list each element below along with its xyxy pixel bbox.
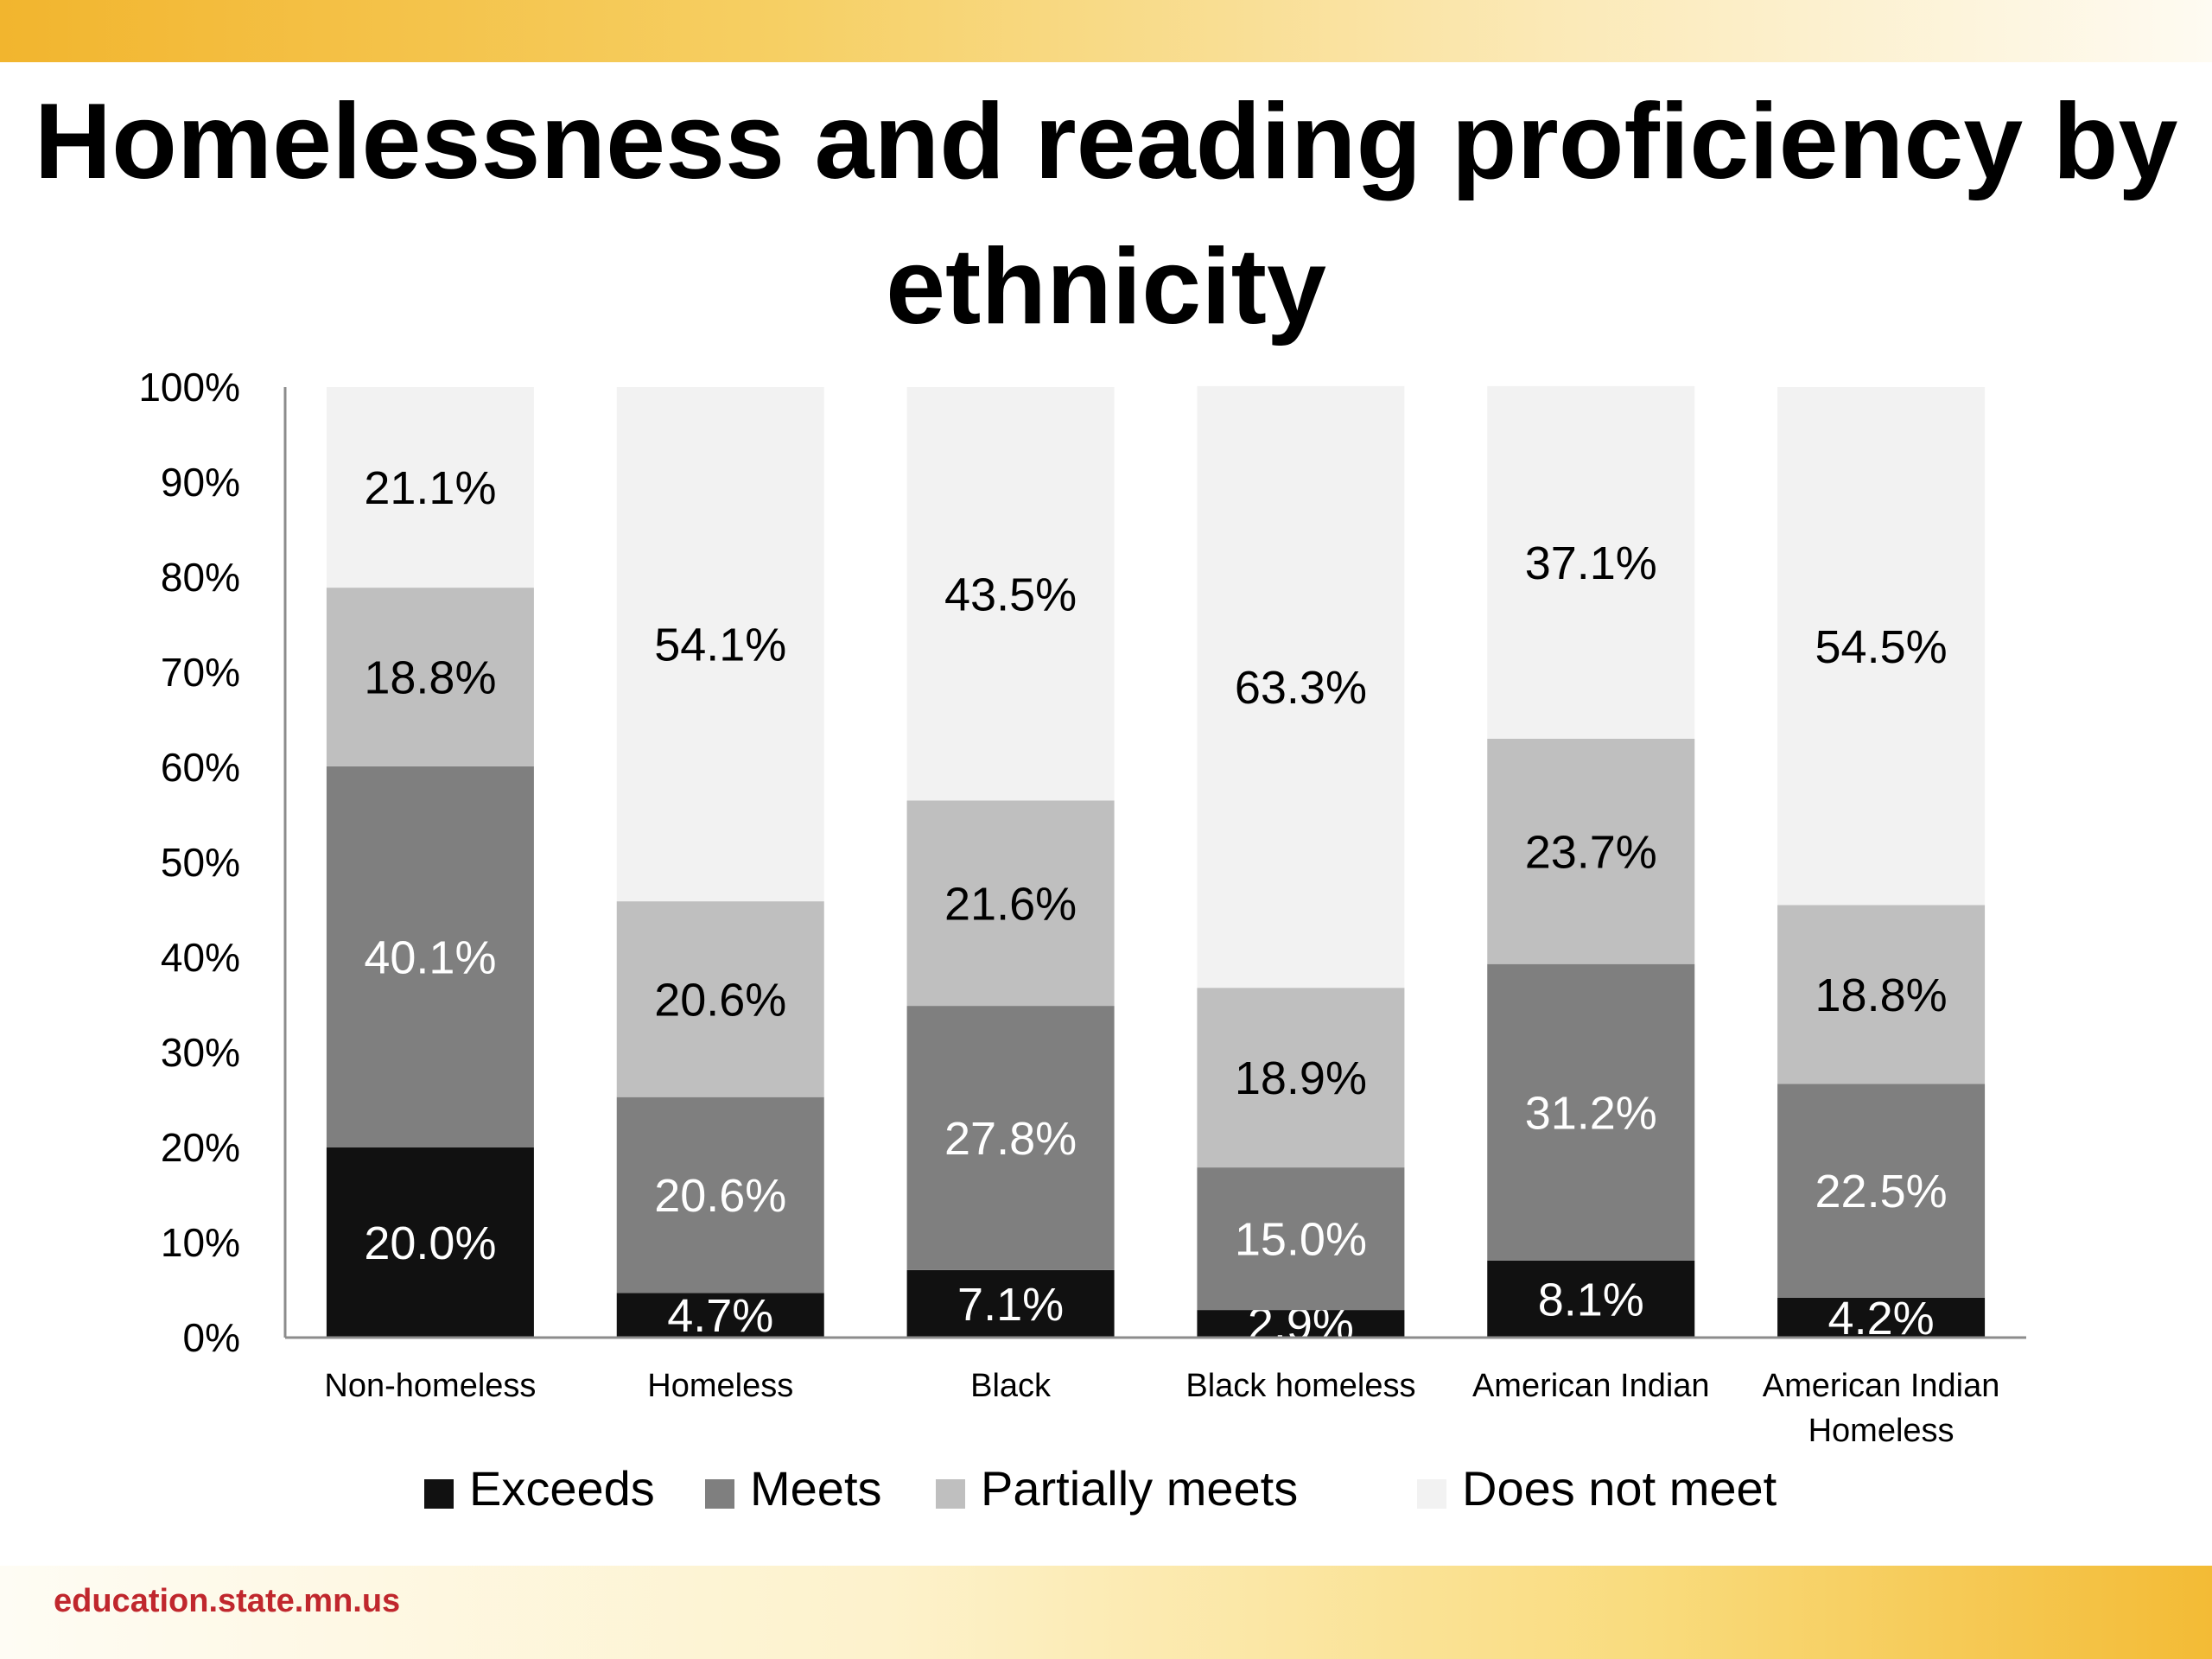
category-label: American Indian bbox=[1763, 1368, 2000, 1404]
y-tick-label: 90% bbox=[161, 460, 240, 505]
bar-segment-partially-meets bbox=[616, 901, 824, 1097]
data-label: 63.3% bbox=[1235, 662, 1367, 714]
data-label: 18.9% bbox=[1235, 1052, 1367, 1104]
legend-swatch bbox=[1417, 1479, 1446, 1509]
data-label: 4.7% bbox=[667, 1290, 773, 1342]
data-label: 18.8% bbox=[364, 652, 496, 704]
y-tick-label: 100% bbox=[138, 365, 240, 410]
bar-segment-does-not-meet bbox=[1777, 387, 1986, 906]
bar-segment-partially-meets bbox=[1197, 988, 1405, 1168]
y-tick-label: 30% bbox=[161, 1030, 240, 1075]
bar-segment-meets bbox=[1197, 1167, 1405, 1311]
bar-segment-exceeds bbox=[616, 1293, 824, 1338]
y-tick-label: 50% bbox=[161, 840, 240, 885]
data-label: 27.8% bbox=[944, 1113, 1077, 1165]
legend-label: Meets bbox=[750, 1461, 882, 1516]
data-label: 4.2% bbox=[1828, 1293, 1935, 1344]
category-label: American Indian bbox=[1472, 1368, 1710, 1404]
legend-swatch bbox=[705, 1479, 734, 1509]
legend-label: Does not meet bbox=[1462, 1461, 1777, 1516]
data-label: 20.6% bbox=[654, 1170, 786, 1222]
category-label: Black homeless bbox=[1185, 1368, 1415, 1404]
bottom-accent-band bbox=[0, 1566, 2212, 1659]
bar-segment-meets bbox=[616, 1096, 824, 1294]
category-label: Homeless bbox=[647, 1368, 793, 1404]
y-tick-label: 70% bbox=[161, 650, 240, 695]
data-label: 20.0% bbox=[364, 1217, 496, 1269]
bar-segment-partially-meets bbox=[1487, 739, 1695, 964]
data-label: 37.1% bbox=[1525, 537, 1657, 589]
legend-label: Partially meets bbox=[981, 1461, 1298, 1516]
bar-segment-meets bbox=[906, 1006, 1115, 1270]
bar-segment-does-not-meet bbox=[326, 387, 534, 588]
data-label: 54.1% bbox=[654, 620, 786, 671]
category-label: Black bbox=[970, 1368, 1052, 1404]
y-tick-label: 60% bbox=[161, 745, 240, 790]
y-tick-label: 10% bbox=[161, 1220, 240, 1265]
data-label: 21.6% bbox=[944, 878, 1077, 930]
data-label: 20.6% bbox=[654, 974, 786, 1026]
data-label: 22.5% bbox=[1815, 1166, 1948, 1217]
footer-url: education.state.mn.us bbox=[54, 1583, 401, 1619]
bar-segment-exceeds bbox=[326, 1147, 534, 1338]
data-label: 18.8% bbox=[1815, 969, 1948, 1021]
category-label: Non-homeless bbox=[324, 1368, 536, 1404]
bar-segment-meets bbox=[1487, 963, 1695, 1261]
category-label: Homeless bbox=[1808, 1413, 1955, 1449]
bar-segment-does-not-meet bbox=[906, 387, 1115, 801]
bar-segment-does-not-meet bbox=[616, 387, 824, 902]
y-tick-label: 0% bbox=[183, 1315, 240, 1360]
bar-segment-does-not-meet bbox=[1487, 385, 1695, 739]
bar-segment-partially-meets bbox=[906, 800, 1115, 1007]
chart-title: Homelessness and reading proficiency by … bbox=[34, 82, 2178, 346]
y-tick-label: 80% bbox=[161, 555, 240, 600]
data-label: 8.1% bbox=[1538, 1274, 1644, 1325]
bar-segment-does-not-meet bbox=[1197, 385, 1405, 988]
data-label: 40.1% bbox=[364, 931, 496, 983]
data-label: 21.1% bbox=[364, 462, 496, 514]
legend-swatch bbox=[424, 1479, 454, 1509]
bar-segment-meets bbox=[326, 766, 534, 1147]
bar-segment-exceeds bbox=[1487, 1260, 1695, 1338]
bar-segment-exceeds bbox=[1197, 1310, 1405, 1338]
data-label: 31.2% bbox=[1525, 1087, 1657, 1139]
data-label: 7.1% bbox=[957, 1279, 1064, 1331]
data-label: 23.7% bbox=[1525, 826, 1657, 878]
bar-segment-partially-meets bbox=[326, 588, 534, 766]
bar-segment-partially-meets bbox=[1777, 905, 1986, 1084]
bar-segment-meets bbox=[1777, 1084, 1986, 1298]
bar-segment-exceeds bbox=[1777, 1297, 1986, 1338]
data-label: 15.0% bbox=[1235, 1214, 1367, 1266]
y-tick-label: 40% bbox=[161, 935, 240, 980]
bar-segment-exceeds bbox=[906, 1269, 1115, 1338]
legend-label: Exceeds bbox=[469, 1461, 655, 1516]
y-tick-label: 20% bbox=[161, 1125, 240, 1170]
legend-swatch bbox=[936, 1479, 965, 1509]
top-accent-band bbox=[0, 0, 2212, 62]
data-label: 43.5% bbox=[944, 569, 1077, 620]
data-label: 54.5% bbox=[1815, 621, 1948, 673]
